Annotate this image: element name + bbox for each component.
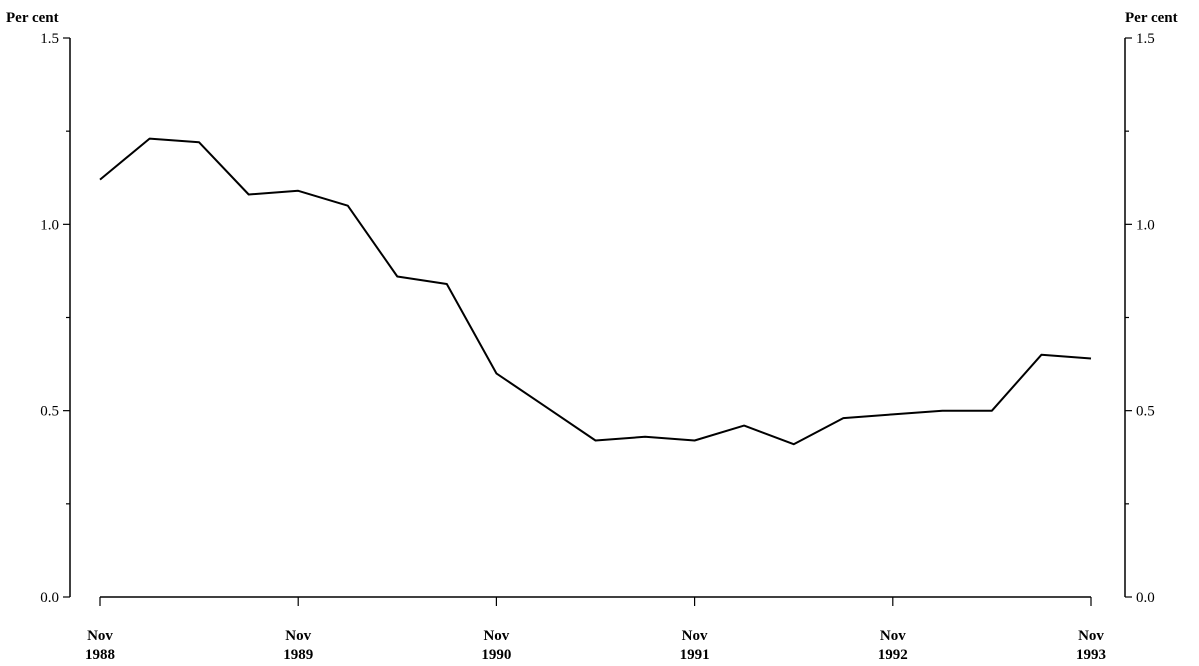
- x-tick-year-label: 1991: [680, 647, 710, 663]
- x-tick-year-label: 1993: [1076, 647, 1106, 663]
- x-tick-month-label: Nov: [682, 628, 708, 644]
- right-y-tick-label: 0.5: [1136, 404, 1155, 420]
- right-unit-label: Per cent: [1125, 10, 1178, 26]
- x-ticks: Nov 1988 Nov 1989 Nov 1990 Nov 1991 Nov 1992 Nov 19…: [85, 597, 1106, 663]
- right-y-tick-label: 1.5: [1136, 31, 1155, 47]
- x-tick-year-label: 1989: [283, 647, 313, 663]
- x-tick-month-label: Nov: [87, 628, 113, 644]
- y-ticks: 0.0 0.0 0.5 0.5 1.0 1.0 1.5 1.5: [40, 31, 1155, 606]
- x-tick-year-label: 1990: [481, 647, 511, 663]
- right-y-tick-label: 0.0: [1136, 590, 1155, 606]
- x-tick-year-label: 1988: [85, 647, 115, 663]
- x-tick-month-label: Nov: [1078, 628, 1104, 644]
- left-y-tick-label: 1.5: [40, 31, 59, 47]
- x-tick-month-label: Nov: [880, 628, 906, 644]
- right-y-tick-label: 1.0: [1136, 217, 1155, 233]
- x-tick-month-label: Nov: [285, 628, 311, 644]
- left-y-tick-label: 0.0: [40, 590, 59, 606]
- x-tick-month-label: Nov: [483, 628, 509, 644]
- x-tick-year-label: 1992: [878, 647, 908, 663]
- series-group: [99, 137, 1092, 446]
- left-y-tick-label: 1.0: [40, 217, 59, 233]
- series-line: [99, 137, 1092, 446]
- left-unit-label: Per cent: [6, 10, 59, 26]
- left-y-tick-label: 0.5: [40, 404, 59, 420]
